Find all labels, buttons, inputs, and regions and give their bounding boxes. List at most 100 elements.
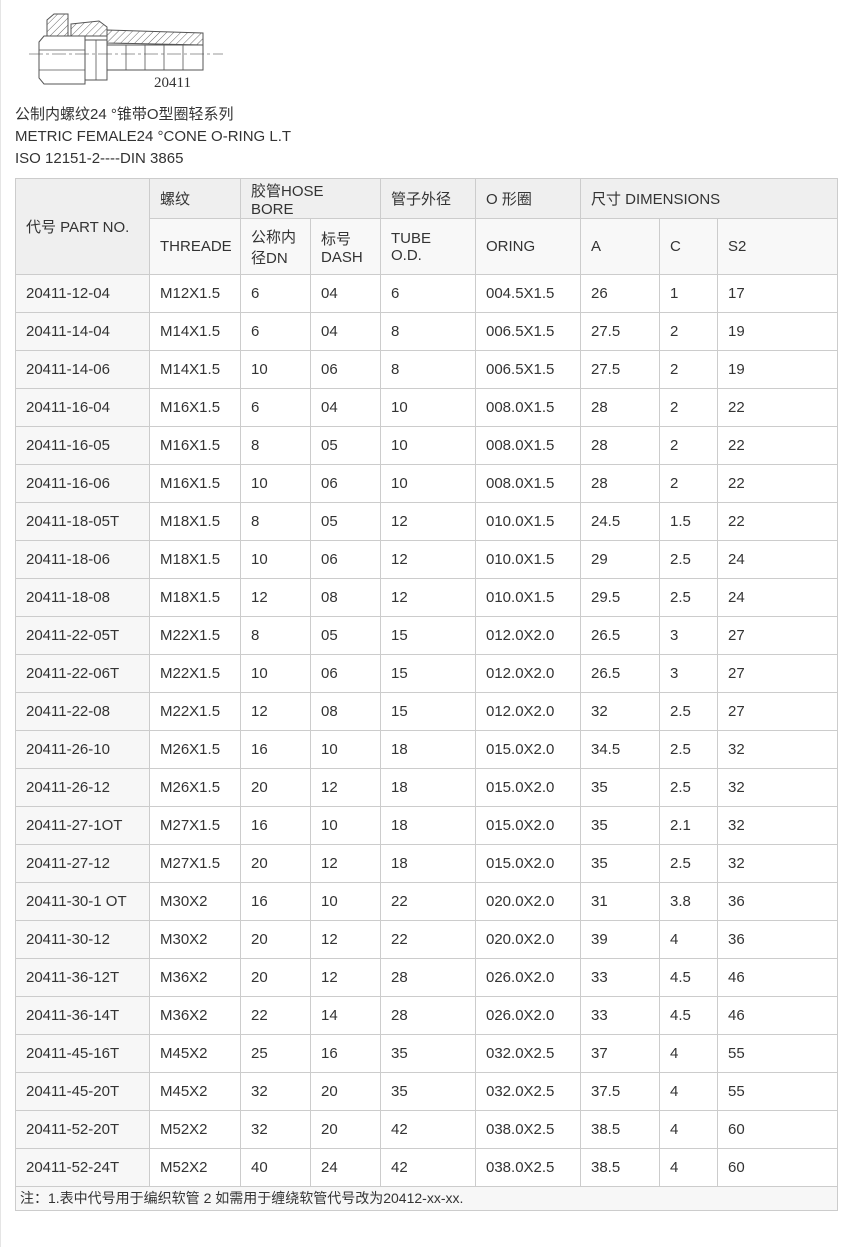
table-row: 20411-22-06T M22X1.5 10 06 15 012.0X2.0 26.5 3 2… xyxy=(15,654,838,693)
value-cell: 22 xyxy=(717,388,838,427)
value-cell: 20 xyxy=(240,768,311,807)
value-cell: 10 xyxy=(240,350,311,389)
value-cell: 19 xyxy=(717,350,838,389)
value-cell: 026.0X2.0 xyxy=(475,958,581,997)
header-part-no: 代号 PART NO. xyxy=(15,178,150,275)
value-cell: 8 xyxy=(380,312,476,351)
value-cell: M36X2 xyxy=(149,958,241,997)
table-row: 20411-14-04 M14X1.5 6 04 8 006.5X1.5 27.5 2 19 xyxy=(15,312,838,351)
value-cell: 10 xyxy=(310,806,381,845)
value-cell: 10 xyxy=(240,540,311,579)
value-cell: 8 xyxy=(380,350,476,389)
table-row: 20411-36-14T M36X2 22 14 28 026.0X2.0 33 4.5 46 xyxy=(15,996,838,1035)
value-cell: 4 xyxy=(659,1034,718,1073)
value-cell: M16X1.5 xyxy=(149,426,241,465)
value-cell: 06 xyxy=(310,464,381,503)
value-cell: 032.0X2.5 xyxy=(475,1034,581,1073)
value-cell: 36 xyxy=(717,920,838,959)
value-cell: 27.5 xyxy=(580,350,660,389)
value-cell: 22 xyxy=(380,882,476,921)
value-cell: 2 xyxy=(659,464,718,503)
value-cell: 22 xyxy=(240,996,311,1035)
value-cell: 24.5 xyxy=(580,502,660,541)
part-no-cell: 20411-18-06 xyxy=(15,540,150,579)
value-cell: M52X2 xyxy=(149,1148,241,1187)
value-cell: 37.5 xyxy=(580,1072,660,1111)
part-no-cell: 20411-45-16T xyxy=(15,1034,150,1073)
value-cell: 4.5 xyxy=(659,996,718,1035)
value-cell: 06 xyxy=(310,540,381,579)
value-cell: M18X1.5 xyxy=(149,502,241,541)
value-cell: 20 xyxy=(240,920,311,959)
value-cell: 29.5 xyxy=(580,578,660,617)
value-cell: 3.8 xyxy=(659,882,718,921)
value-cell: 4 xyxy=(659,920,718,959)
value-cell: 6 xyxy=(240,388,311,427)
part-no-cell: 20411-36-12T xyxy=(15,958,150,997)
spec-table: 代号 PART NO. 螺纹 胶管HOSE BORE 管子外径 O 形圈 尺寸 … xyxy=(15,178,838,1211)
part-no-cell: 20411-18-05T xyxy=(15,502,150,541)
table-row: 20411-26-10 M26X1.5 16 10 18 015.0X2.0 34.5 2.5… xyxy=(15,730,838,769)
value-cell: 10 xyxy=(380,388,476,427)
value-cell: 08 xyxy=(310,578,381,617)
value-cell: 004.5X1.5 xyxy=(475,274,581,313)
header-dn: 公称内径DN xyxy=(240,218,311,275)
value-cell: 15 xyxy=(380,692,476,731)
value-cell: M30X2 xyxy=(149,882,241,921)
value-cell: 55 xyxy=(717,1072,838,1111)
value-cell: 29 xyxy=(580,540,660,579)
part-no-cell: 20411-16-06 xyxy=(15,464,150,503)
header-dim-s2: S2 xyxy=(717,218,838,275)
table-row: 20411-30-12 M30X2 20 12 22 020.0X2.0 39 4 36 xyxy=(15,920,838,959)
value-cell: M14X1.5 xyxy=(149,312,241,351)
value-cell: 24 xyxy=(310,1148,381,1187)
value-cell: 27.5 xyxy=(580,312,660,351)
value-cell: 12 xyxy=(380,578,476,617)
table-row: 20411-22-08 M22X1.5 12 08 15 012.0X2.0 32 2.5 27 xyxy=(15,692,838,731)
header-dim-c: C xyxy=(659,218,718,275)
header-dimensions: 尺寸 DIMENSIONS xyxy=(580,178,838,219)
value-cell: 60 xyxy=(717,1148,838,1187)
value-cell: 22 xyxy=(717,464,838,503)
value-cell: 10 xyxy=(310,730,381,769)
table-row: 20411-16-05 M16X1.5 8 05 10 008.0X1.5 28 2 22 xyxy=(15,426,838,465)
value-cell: 35 xyxy=(580,844,660,883)
series-standard-reference: ISO 12151-2----DIN 3865 xyxy=(15,150,184,167)
part-no-cell: 20411-14-04 xyxy=(15,312,150,351)
value-cell: 20 xyxy=(310,1110,381,1149)
value-cell: 012.0X2.0 xyxy=(475,616,581,655)
header-row-2: THREADE 公称内径DN 标号 DASH TUBE O.D. ORING A… xyxy=(16,218,838,275)
header-row-1: 代号 PART NO. 螺纹 胶管HOSE BORE 管子外径 O 形圈 尺寸 … xyxy=(15,178,838,275)
value-cell: 39 xyxy=(580,920,660,959)
value-cell: 05 xyxy=(310,616,381,655)
part-no-cell: 20411-27-12 xyxy=(15,844,150,883)
table-row: 20411-27-12 M27X1.5 20 12 18 015.0X2.0 35 2.5 32 xyxy=(15,844,838,883)
value-cell: 28 xyxy=(380,996,476,1035)
hose-tail-outline xyxy=(106,44,204,71)
value-cell: 2.5 xyxy=(659,730,718,769)
value-cell: 2 xyxy=(659,388,718,427)
table-row: 20411-18-06 M18X1.5 10 06 12 010.0X1.5 29 2.5 24 xyxy=(15,540,838,579)
value-cell: 35 xyxy=(580,768,660,807)
value-cell: M27X1.5 xyxy=(149,806,241,845)
header-thread-en: THREADE xyxy=(149,218,241,275)
value-cell: 34.5 xyxy=(580,730,660,769)
value-cell: 16 xyxy=(240,806,311,845)
value-cell: 010.0X1.5 xyxy=(475,502,581,541)
value-cell: 35 xyxy=(380,1072,476,1111)
value-cell: 33 xyxy=(580,958,660,997)
value-cell: 04 xyxy=(310,388,381,427)
header-thread-cn: 螺纹 xyxy=(149,178,241,219)
value-cell: 006.5X1.5 xyxy=(475,350,581,389)
stem-shell-hatch xyxy=(106,29,204,46)
value-cell: M12X1.5 xyxy=(149,274,241,313)
value-cell: M36X2 xyxy=(149,996,241,1035)
table-row: 20411-16-06 M16X1.5 10 06 10 008.0X1.5 28 2 22 xyxy=(15,464,838,503)
nut-section-hatch xyxy=(46,13,69,37)
value-cell: 4 xyxy=(659,1072,718,1111)
ferrule-section-hatch xyxy=(70,20,108,37)
table-row: 20411-52-20T M52X2 32 20 42 038.0X2.5 38.5 4 60 xyxy=(15,1110,838,1149)
value-cell: 2.5 xyxy=(659,768,718,807)
value-cell: 032.0X2.5 xyxy=(475,1072,581,1111)
